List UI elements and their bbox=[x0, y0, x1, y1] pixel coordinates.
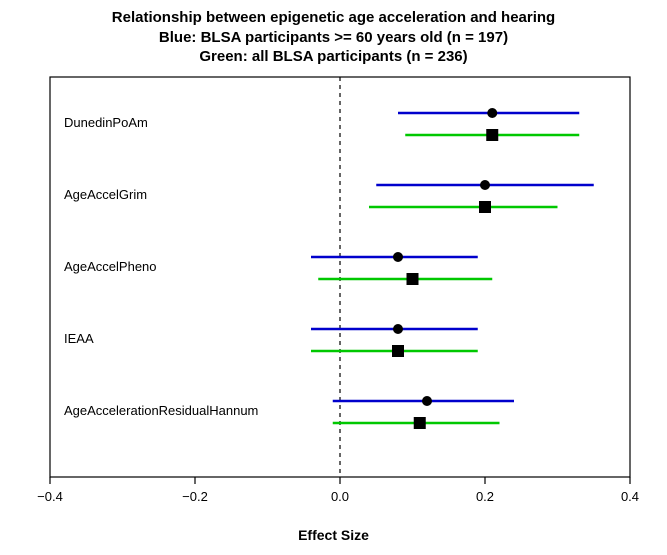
x-tick-label: −0.4 bbox=[37, 489, 63, 504]
x-axis-label: Effect Size bbox=[0, 527, 667, 543]
plot-svg: −0.4 −0.2 0.0 0.2 0.4 DunedinPoAm AgeAccelGrim… bbox=[0, 67, 667, 527]
x-tick-label: 0.2 bbox=[476, 489, 494, 504]
point-marker-small bbox=[393, 324, 403, 334]
row-label: AgeAccelGrim bbox=[64, 187, 147, 202]
point-marker-large bbox=[479, 201, 491, 213]
chart-title-block: Relationship between epigenetic age acce… bbox=[0, 0, 667, 67]
x-tick-label: −0.2 bbox=[182, 489, 208, 504]
forest-chart: Relationship between epigenetic age acce… bbox=[0, 0, 667, 555]
point-marker-large bbox=[407, 273, 419, 285]
row-label: AgeAccelerationResidualHannum bbox=[64, 403, 258, 418]
point-marker-large bbox=[392, 345, 404, 357]
row-label: IEAA bbox=[64, 331, 94, 346]
row-label: AgeAccelPheno bbox=[64, 259, 157, 274]
point-marker-large bbox=[486, 129, 498, 141]
title-line-3: Green: all BLSA participants (n = 236) bbox=[0, 47, 667, 67]
title-line-2: Blue: BLSA participants >= 60 years old … bbox=[0, 28, 667, 48]
x-tick-label: 0.0 bbox=[331, 489, 349, 504]
title-line-1: Relationship between epigenetic age acce… bbox=[0, 8, 667, 28]
point-marker-small bbox=[422, 396, 432, 406]
x-tick-label: 0.4 bbox=[621, 489, 639, 504]
point-marker-small bbox=[487, 108, 497, 118]
point-marker-large bbox=[414, 417, 426, 429]
row-label: DunedinPoAm bbox=[64, 115, 148, 130]
point-marker-small bbox=[480, 180, 490, 190]
point-marker-small bbox=[393, 252, 403, 262]
